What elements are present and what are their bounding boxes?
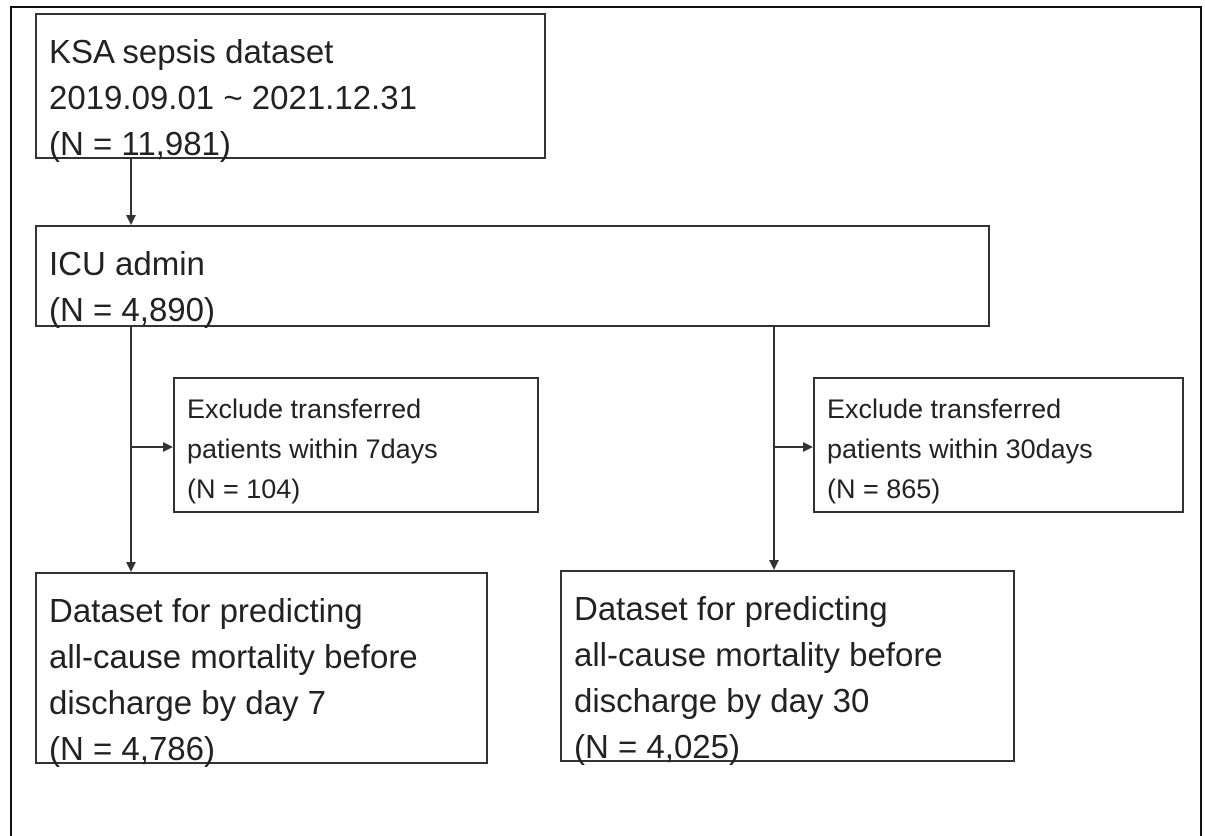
dataset-day7-line-1: Dataset for predicting [49,592,363,629]
icu-admission-title: ICU admin [49,245,205,282]
dataset-day7-line-3: discharge by day 7 [49,684,327,721]
dataset-day30-line-1: Dataset for predicting [574,590,888,627]
source-dataset-count: (N = 11,981) [49,125,231,162]
exclusion-7days-box: Exclude transferred patients within 7day… [173,377,539,513]
figure-frame [10,6,1202,836]
dataset-day7-line-2: all-cause mortality before [49,638,418,675]
dataset-day30-line-3: discharge by day 30 [574,682,870,719]
dataset-day30-box: Dataset for predicting all-cause mortali… [560,570,1015,765]
exclusion-30days-line-2: patients within 30days [827,434,1093,464]
dataset-day30-line-2: all-cause mortality before [574,636,943,673]
source-dataset-date-range: 2019.09.01 ~ 2021.12.31 [49,79,417,116]
dataset-day7-box: Dataset for predicting all-cause mortali… [35,572,488,767]
exclusion-7days-line-2: patients within 7days [187,434,438,464]
dataset-day30-count: (N = 4,025) [574,728,740,765]
source-dataset-box: KSA sepsis dataset 2019.09.01 ~ 2021.12.… [35,13,546,162]
source-dataset-title: KSA sepsis dataset [49,33,334,70]
icu-admission-box: ICU admin (N = 4,890) [35,225,990,328]
dataset-day7-count: (N = 4,786) [49,730,215,767]
exclusion-30days-box: Exclude transferred patients within 30da… [813,377,1184,513]
icu-admission-count: (N = 4,890) [49,291,215,328]
exclusion-30days-count: (N = 865) [827,474,941,504]
exclusion-7days-count: (N = 104) [187,474,301,504]
exclusion-30days-line-1: Exclude transferred [827,394,1062,424]
exclusion-7days-line-1: Exclude transferred [187,394,422,424]
